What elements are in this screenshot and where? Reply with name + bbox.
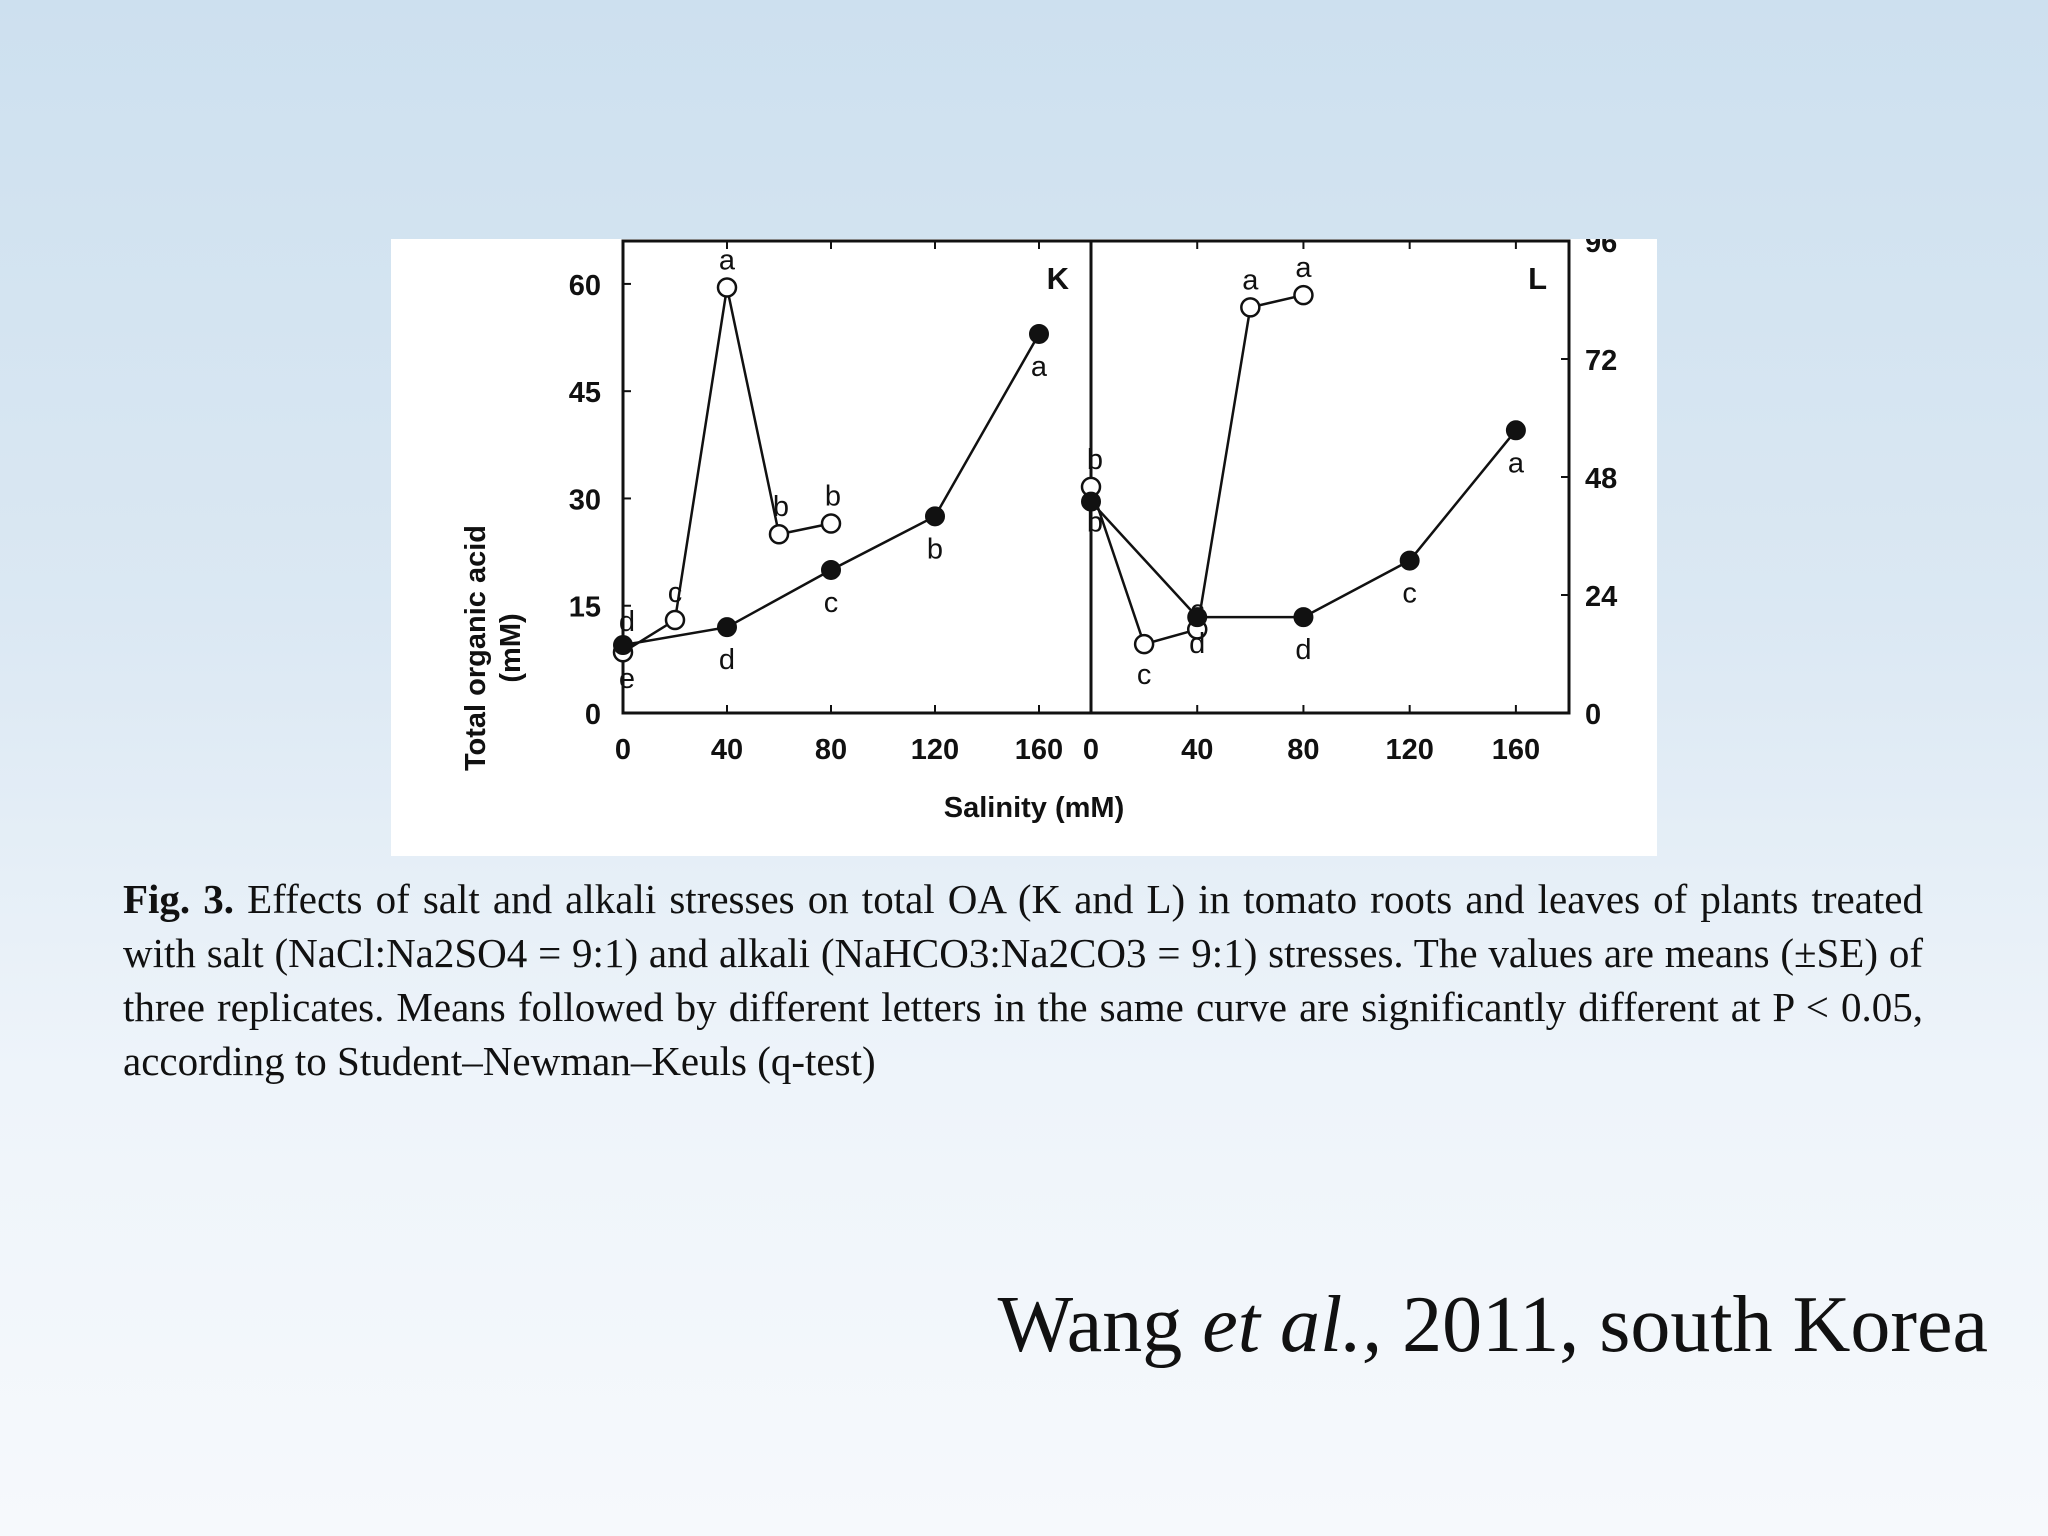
chart: Total organic acid (mM) Salinity (mM) 0 4… xyxy=(460,239,1617,824)
panel-k-series-1-line xyxy=(622,287,832,654)
panel-l-filled-point xyxy=(1081,491,1101,512)
panel-l-filled-point xyxy=(1505,420,1526,441)
panel-k-point-letter: b xyxy=(927,533,943,565)
panel-k-x-tick-label: 0 xyxy=(615,734,631,766)
panel-l-series-2-line xyxy=(1090,429,1517,619)
panel-k-x-tick-label: 120 xyxy=(911,734,959,766)
panel-l-y-tick-label: 24 xyxy=(1585,581,1617,613)
citation-author: Wang xyxy=(997,1281,1203,1369)
panel-k-filled-point xyxy=(613,635,633,656)
panel-k-x-tick-label: 40 xyxy=(711,734,743,766)
citation-rest: 2011, south Korea xyxy=(1382,1281,1988,1369)
figure-panel: Total organic acid (mM) Salinity (mM) 0 4… xyxy=(391,239,1657,856)
panel-l-point-letter: d xyxy=(1189,628,1205,660)
panel-k-point-letter: b xyxy=(825,480,841,512)
panel-k-x-tick-label: 80 xyxy=(815,734,847,766)
panel-l-y-tick-label: 0 xyxy=(1585,699,1601,731)
panel-l-x-tick-label: 0 xyxy=(1083,734,1099,766)
panel-k-point-letter: b xyxy=(773,491,789,523)
panel-k-open-point xyxy=(820,513,842,534)
panel-l-x-tick-label: 160 xyxy=(1492,734,1540,766)
panel-k-y-tick-label: 15 xyxy=(569,592,601,624)
panel-l-open-point xyxy=(1133,633,1155,655)
figure-caption: Fig. 3. Effects of salt and alkali stres… xyxy=(123,872,1923,1088)
panel-k-x-tick-label: 160 xyxy=(1015,734,1063,766)
panel-l-y-tick-label: 96 xyxy=(1585,239,1617,259)
caption-text: Effects of salt and alkali stresses on t… xyxy=(123,876,1923,1084)
caption-fig-label: Fig. 3. xyxy=(123,876,235,922)
panel-k-y-tick-label: 30 xyxy=(569,484,601,516)
panel-k-point-letter: d xyxy=(719,644,735,676)
y-axis-label: Total organic acid xyxy=(460,525,492,771)
panel-l-point-letter: d xyxy=(1295,634,1311,666)
panel-l-x-tick-label: 40 xyxy=(1181,734,1213,766)
panel-k-point-letter: d xyxy=(619,606,635,638)
citation: Wang et al., 2011, south Korea xyxy=(998,1280,1988,1371)
panel-l-series-1-line xyxy=(1089,293,1304,646)
citation-etal: et al., xyxy=(1202,1281,1383,1369)
panel-k-label: K xyxy=(1047,261,1070,296)
panel-k-y-tick-label: 45 xyxy=(569,377,601,409)
panel-k-open-point xyxy=(768,523,790,545)
panel-k-y-tick-label: 60 xyxy=(569,270,601,302)
panel-k-point-letter: a xyxy=(1031,351,1048,383)
y-axis-label-unit: (mM) xyxy=(495,613,527,682)
panel-l-filled-point xyxy=(1293,607,1314,628)
panel-l-filled-point xyxy=(1187,607,1208,628)
plot-frame xyxy=(621,239,1571,715)
panel-l-point-letter: b xyxy=(1087,507,1103,539)
panel-l-y-tick-label: 48 xyxy=(1585,463,1617,495)
panel-l-point-letter: c xyxy=(1137,659,1152,691)
panel-l-point-letter: a xyxy=(1242,264,1259,296)
panel-l-point-letter: a xyxy=(1508,447,1525,479)
panel-l-x-tick-label: 80 xyxy=(1287,734,1319,766)
panel-k-filled-point xyxy=(925,506,945,527)
panel-k-open-point xyxy=(664,609,686,631)
panel-l-y-tick-label: 72 xyxy=(1585,345,1617,377)
panel-l-point-letter: a xyxy=(1295,252,1312,284)
panel-l-point-letter: c xyxy=(1402,578,1417,610)
panel-k-filled-point xyxy=(1029,323,1049,344)
panel-k-point-letter: a xyxy=(719,244,736,276)
panel-k-point-letter: c xyxy=(824,587,839,619)
panel-l-x-tick-label: 120 xyxy=(1385,734,1433,766)
panel-l-open-point xyxy=(1293,284,1314,306)
panel-l-open-point xyxy=(1240,297,1261,318)
panel-l-point-letter: b xyxy=(1087,444,1103,476)
x-axis-label: Salinity (mM) xyxy=(944,792,1124,824)
panel-k-y-tick-label: 0 xyxy=(585,699,601,731)
panel-k-filled-point xyxy=(821,559,841,580)
panel-l-label: L xyxy=(1528,261,1547,296)
panel-k-filled-point xyxy=(717,617,737,638)
panel-k-point-letter: e xyxy=(619,663,635,695)
panel-l-filled-point xyxy=(1399,550,1420,571)
panel-k-point-letter: c xyxy=(668,577,683,609)
panel-k-open-point xyxy=(716,277,738,298)
